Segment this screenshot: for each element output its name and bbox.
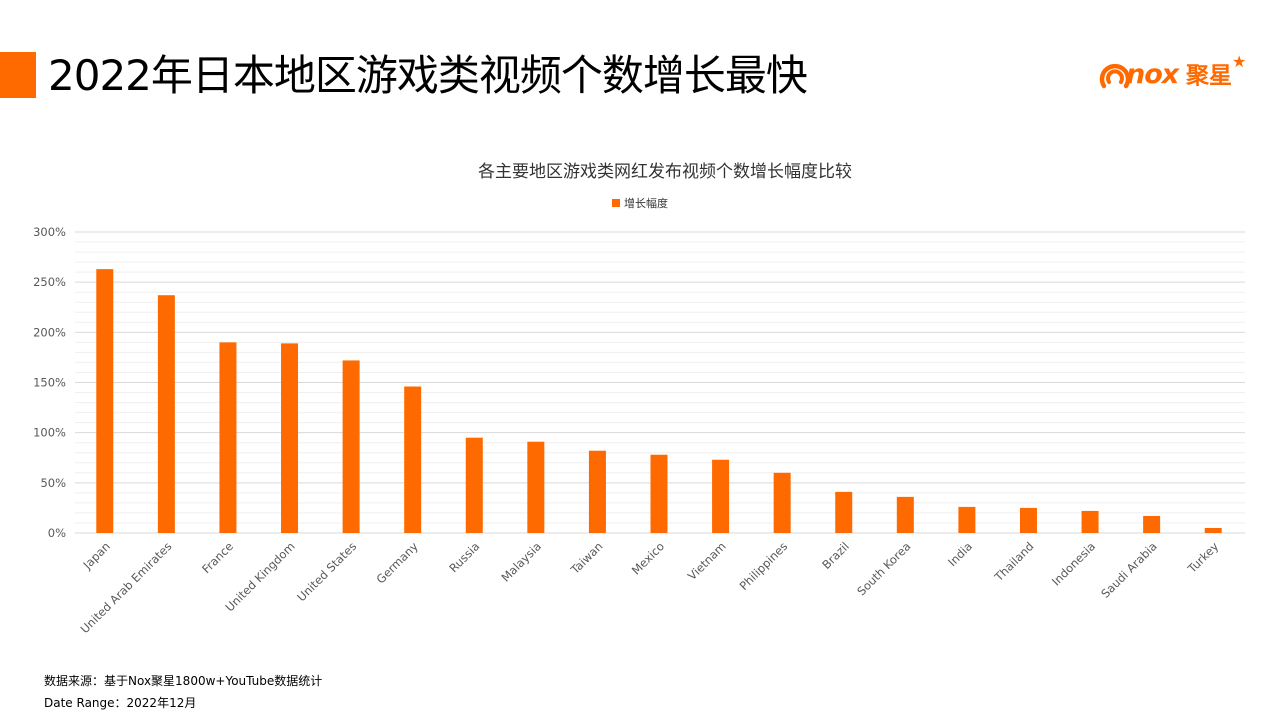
bar-philippines xyxy=(773,472,791,533)
x-tick-label: Germany xyxy=(374,539,421,586)
x-tick-label: India xyxy=(945,539,975,569)
bar-india xyxy=(958,506,976,533)
y-tick-label: 250% xyxy=(33,275,66,289)
x-tick-label: Turkey xyxy=(1184,539,1221,576)
x-tick-label: United States xyxy=(294,539,359,604)
bar-japan xyxy=(96,269,114,533)
logo-brand-cn-text: 聚星 xyxy=(1186,63,1232,89)
y-tick-label: 50% xyxy=(40,476,66,490)
bar-brazil xyxy=(835,491,853,533)
bar-vietnam xyxy=(712,459,730,533)
y-tick-label: 100% xyxy=(33,426,66,440)
logo-brand-text: nox xyxy=(1126,59,1179,90)
x-tick-label: Japan xyxy=(80,539,113,572)
y-tick-label: 150% xyxy=(33,376,66,390)
nox-logo: nox 聚星 ★ xyxy=(1098,50,1248,100)
signal-icon xyxy=(1099,63,1131,89)
bar-taiwan xyxy=(588,450,606,533)
x-tick-label: Thailand xyxy=(991,539,1037,585)
x-tick-label: Saudi Arabia xyxy=(1098,539,1160,601)
x-tick-label: Vietnam xyxy=(685,539,729,583)
page-title: 2022年日本地区游戏类视频个数增长最快 xyxy=(48,51,808,100)
x-tick-label: Mexico xyxy=(629,539,667,577)
bar-germany xyxy=(404,386,422,533)
bar-france xyxy=(219,342,237,533)
date-range-note: Date Range：2022年12月 xyxy=(44,696,197,710)
bar-united-kingdom xyxy=(281,343,299,533)
bar-russia xyxy=(465,437,483,533)
y-tick-label: 300% xyxy=(33,225,66,239)
x-tick-label: France xyxy=(199,539,236,576)
bar-united-states xyxy=(342,360,360,533)
x-tick-label: Taiwan xyxy=(567,539,605,577)
bar-turkey xyxy=(1204,527,1222,533)
x-tick-label: South Korea xyxy=(854,539,913,598)
bar-indonesia xyxy=(1081,510,1099,533)
data-source-note: 数据来源：基于Nox聚星1800w+YouTube数据统计 xyxy=(44,674,323,688)
y-tick-label: 200% xyxy=(33,325,66,339)
y-tick-label: 0% xyxy=(48,526,66,540)
legend-label: 增长幅度 xyxy=(624,196,668,210)
bar-saudi-arabia xyxy=(1143,515,1161,533)
x-tick-label: Russia xyxy=(446,539,482,575)
bar-malaysia xyxy=(527,441,545,533)
legend-swatch xyxy=(612,199,620,207)
star-icon: ★ xyxy=(1232,52,1247,71)
x-tick-label: Philippines xyxy=(737,539,791,593)
bar-united-arab-emirates xyxy=(157,295,175,533)
x-tick-label: Indonesia xyxy=(1049,539,1098,588)
x-tick-label: Malaysia xyxy=(499,539,544,584)
bar-thailand xyxy=(1019,507,1037,533)
bar-south-korea xyxy=(896,496,914,533)
title-accent-bar xyxy=(0,52,36,98)
bar-mexico xyxy=(650,454,668,533)
x-tick-label: Brazil xyxy=(819,539,852,572)
chart-title: 各主要地区游戏类网红发布视频个数增长幅度比较 xyxy=(478,162,852,182)
